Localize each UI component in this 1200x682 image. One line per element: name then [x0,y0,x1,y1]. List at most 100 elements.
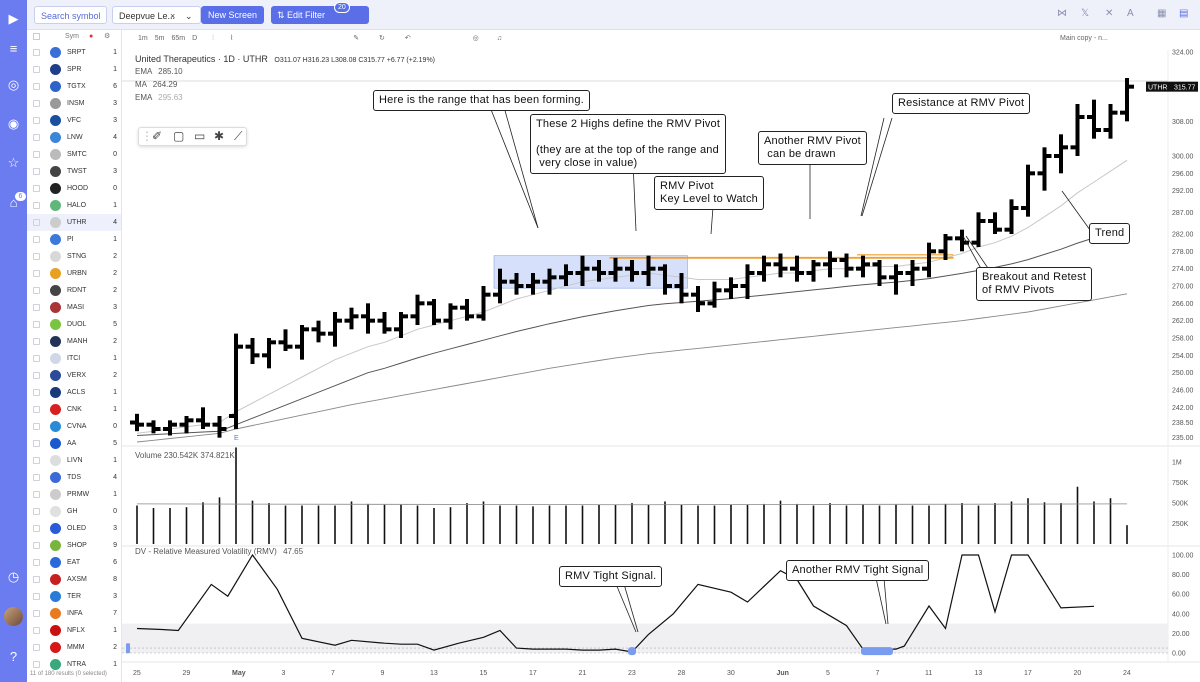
timeframe-button[interactable]: 5m [154,35,165,42]
watchlist-row[interactable]: RDNT 2 [27,282,121,299]
annotation-tight2[interactable]: Another RMV Tight Signal [786,560,930,581]
row-checkbox[interactable] [33,423,40,430]
row-checkbox[interactable] [33,474,40,481]
annotation-breakout[interactable]: Breakout and Retest of RMV Pivots [976,267,1093,301]
watchlist-row[interactable]: HOOD 0 [27,180,121,197]
row-checkbox[interactable] [33,559,40,566]
menu-icon[interactable]: ≡ [9,41,18,56]
row-checkbox[interactable] [33,576,40,583]
row-checkbox[interactable] [33,168,40,175]
row-checkbox[interactable] [33,202,40,209]
new-screen-button[interactable]: New Screen [201,6,264,24]
watchlist-row[interactable]: SPR 1 [27,61,121,78]
close-icon[interactable]: ✕ [1105,8,1114,19]
watchlist-row[interactable]: PI 1 [27,231,121,248]
row-checkbox[interactable] [33,440,40,447]
watchlist-row[interactable]: LIVN 1 [27,452,121,469]
drag-handle-icon[interactable]: ⋮ [141,129,153,143]
annotation-range[interactable]: Here is the range that has been forming. [373,90,590,111]
line-icon[interactable]: ⟋ [234,129,243,143]
watchlist-row[interactable]: STNG 2 [27,248,121,265]
fib-icon[interactable]: ✱ [214,129,225,143]
annotation-trend[interactable]: Trend [1089,223,1131,244]
indicator-icon[interactable]: ⌇ [229,35,234,42]
row-checkbox[interactable] [33,253,40,260]
row-checkbox[interactable] [33,66,40,73]
watchlist-row[interactable]: MANH 2 [27,333,121,350]
row-checkbox[interactable] [33,508,40,515]
watchlist-row[interactable]: VFC 3 [27,112,121,129]
list-view-icon[interactable]: ▤ [1179,8,1189,19]
watchlist-row[interactable]: OLED 3 [27,520,121,537]
row-checkbox[interactable] [33,304,40,311]
row-checkbox[interactable] [33,117,40,124]
row-checkbox[interactable] [33,185,40,192]
chart-canvas[interactable]: 235.00238.50242.00246.00250.00254.00258.… [122,30,1200,682]
globe-icon[interactable]: ◎ [7,77,20,92]
font-icon[interactable]: A [1127,8,1134,19]
row-checkbox[interactable] [33,49,40,56]
watchlist-row[interactable]: ACLS 1 [27,384,121,401]
watchlist-row[interactable]: CVNA 0 [27,418,121,435]
row-checkbox[interactable] [33,134,40,141]
row-checkbox[interactable] [33,525,40,532]
watchlist-row[interactable]: SRPT 1 [27,44,121,61]
row-checkbox[interactable] [33,644,40,651]
search-symbol-input[interactable]: Search symbol [34,6,107,24]
chart-area[interactable]: 235.00 238.50 242.00 246.00 250.00 254.00 258.… [122,30,1200,682]
row-checkbox[interactable] [33,542,40,549]
watchlist-row[interactable]: INSM 3 [27,95,121,112]
row-checkbox[interactable] [33,219,40,226]
row-checkbox[interactable] [33,627,40,634]
row-checkbox[interactable] [33,457,40,464]
watchlist-row[interactable]: SMTC 0 [27,146,121,163]
watchlist-row[interactable]: LNW 4 [27,129,121,146]
watchlist-row[interactable]: NTRA 1 [27,656,121,673]
watchlist-row[interactable]: AXSM 8 [27,571,121,588]
layout-icon[interactable]: ▦ [1157,8,1167,19]
annotation-resistance[interactable]: Resistance at RMV Pivot [892,93,1031,114]
watchlist-row[interactable]: CNK 1 [27,401,121,418]
annotation-pivot[interactable]: RMV Pivot Key Level to Watch [654,176,764,210]
annotation-highs[interactable]: These 2 Highs define the RMV Pivot (they… [530,114,727,174]
layout-selector[interactable]: Main copy - n... [1060,31,1108,46]
camera-icon[interactable]: ◎ [472,35,479,42]
annotation-another-pivot[interactable]: Another RMV Pivot can be drawn [758,131,867,165]
help-icon[interactable]: ? [9,649,18,664]
share-icon[interactable]: ⋈ [1057,8,1067,19]
sort-icon[interactable]: ● [89,33,94,40]
watchlist-row[interactable]: MASI 3 [27,299,121,316]
bell-icon[interactable]: ♫ [496,35,502,42]
watchlist-row[interactable]: AA 5 [27,435,121,452]
alerts-icon[interactable]: ⌂ [9,195,18,210]
undo-icon[interactable]: ↶ [404,35,411,42]
edit-filter-button[interactable]: ⇅ Edit Filter [271,6,369,24]
watchlist-row[interactable]: NFLX 1 [27,622,121,639]
x-social-icon[interactable]: 𝕏 [1081,8,1090,19]
watchlist-row[interactable]: MMM 2 [27,639,121,656]
chart-type-icon[interactable]: ⫶ [212,35,214,42]
row-checkbox[interactable] [33,355,40,362]
screen-selector[interactable]: Deepvue Le... × ⌄ [112,6,201,24]
row-checkbox[interactable] [33,321,40,328]
row-checkbox[interactable] [33,100,40,107]
brush-icon[interactable]: ✐ [152,129,163,143]
watchlist-row[interactable]: INFA 7 [27,605,121,622]
watchlist-row[interactable]: UTHR 4 [27,214,121,231]
row-checkbox[interactable] [33,372,40,379]
timeframe-button[interactable]: 65m [171,35,186,42]
avatar[interactable] [4,607,23,626]
row-checkbox[interactable] [33,610,40,617]
row-checkbox[interactable] [33,270,40,277]
watchlist-row[interactable]: URBN 2 [27,265,121,282]
watchlist-row[interactable]: GH 0 [27,503,121,520]
row-checkbox[interactable] [33,406,40,413]
chevron-down-icon[interactable]: ⌄ [185,11,193,21]
comment-icon[interactable]: ▭ [194,129,206,143]
clock-icon[interactable]: ◷ [7,569,20,584]
select-all-checkbox[interactable] [33,33,40,40]
row-checkbox[interactable] [33,83,40,90]
row-checkbox[interactable] [33,287,40,294]
watchlist-row[interactable]: PRMW 1 [27,486,121,503]
watchlist-row[interactable]: VERX 2 [27,367,121,384]
